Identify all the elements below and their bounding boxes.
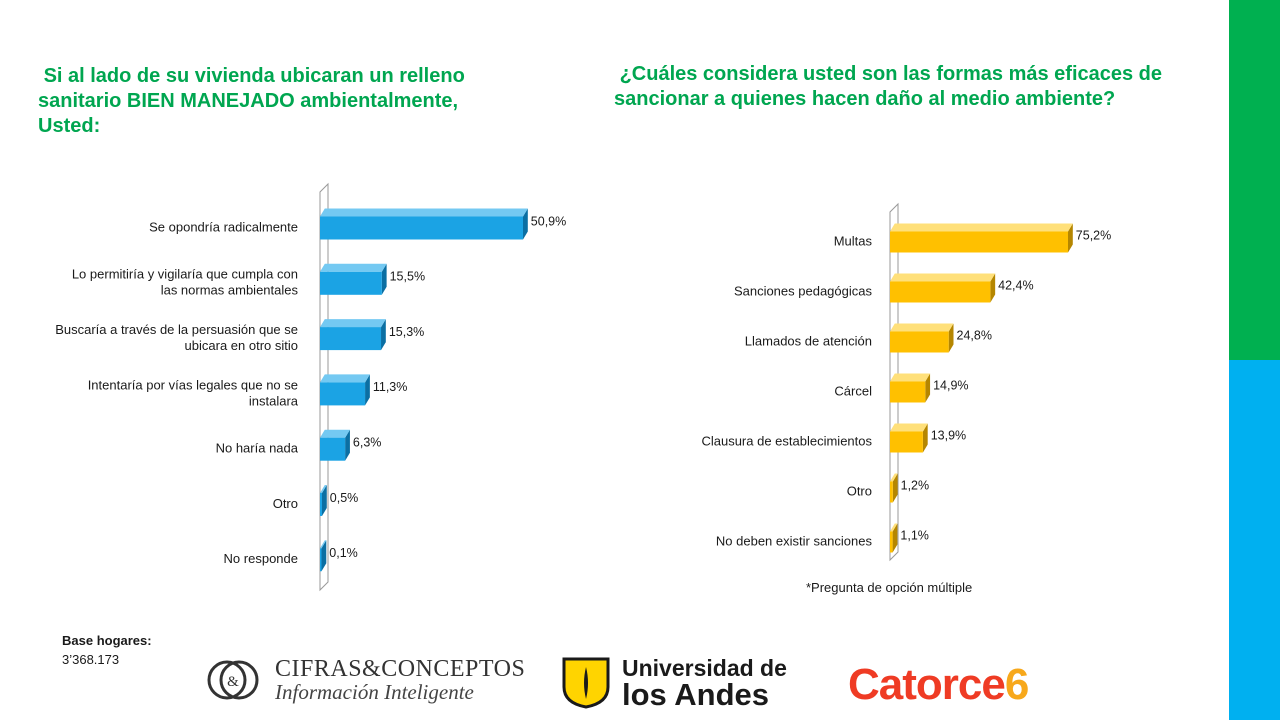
bar bbox=[890, 531, 893, 553]
value-label: 13,9% bbox=[931, 428, 966, 442]
value-label: 1,1% bbox=[900, 528, 929, 542]
catorce-number: 6 bbox=[1004, 660, 1030, 709]
bar-side bbox=[381, 319, 386, 351]
category-label: Multas bbox=[834, 233, 873, 248]
base-value: 3’368.173 bbox=[62, 652, 120, 667]
value-label: 42,4% bbox=[998, 278, 1033, 292]
bar bbox=[890, 331, 949, 353]
bar-top bbox=[890, 473, 898, 482]
bar-top bbox=[320, 208, 528, 217]
bar-side bbox=[321, 540, 327, 572]
bar-side bbox=[990, 273, 996, 303]
category-label: Se opondría radicalmente bbox=[149, 219, 298, 234]
bar-top bbox=[890, 523, 898, 532]
bar-top bbox=[320, 540, 327, 549]
catorce-word: Catorce bbox=[848, 660, 1006, 709]
bar bbox=[890, 481, 893, 503]
bar-top bbox=[320, 429, 350, 438]
bar bbox=[320, 216, 523, 240]
category-label: Clausura de establecimientos bbox=[701, 433, 872, 448]
bar-side bbox=[892, 523, 898, 553]
cifras-conceptos-logo: & CIFRAS&CONCEPTOS Información Inteligen… bbox=[207, 652, 537, 708]
category-label: instalara bbox=[249, 393, 299, 408]
bar-top bbox=[890, 423, 928, 432]
bar bbox=[320, 437, 346, 461]
bar-top bbox=[890, 373, 931, 382]
uniandes-shield-icon bbox=[562, 657, 610, 709]
svg-text:&: & bbox=[227, 674, 239, 690]
value-label: 0,1% bbox=[329, 546, 358, 560]
value-label: 1,2% bbox=[901, 478, 930, 492]
bar-top bbox=[890, 323, 954, 332]
bar-top bbox=[320, 485, 327, 493]
bar bbox=[320, 493, 322, 516]
bar-top bbox=[320, 374, 370, 383]
value-label: 50,9% bbox=[531, 214, 566, 228]
cifras-emblem-icon: & bbox=[207, 660, 259, 700]
bar bbox=[320, 271, 382, 295]
left-chart-title: Si al lado de su vivienda ubicaran un re… bbox=[38, 65, 471, 137]
bar-top bbox=[320, 319, 386, 328]
multiple-choice-note: *Pregunta de opción múltiple bbox=[806, 580, 973, 595]
bar bbox=[890, 431, 923, 453]
cifras-name: CIFRAS&CONCEPTOS bbox=[275, 656, 526, 682]
category-label: las normas ambientales bbox=[161, 283, 299, 298]
base-label: Base hogares: bbox=[62, 633, 152, 648]
value-label: 6,3% bbox=[353, 435, 382, 449]
right-chart-title: ¿Cuáles considera usted son las formas m… bbox=[614, 63, 1168, 110]
bar-side bbox=[948, 323, 954, 353]
right-bar-chart: 75,2% Multas 42,4% Sanciones pedagógicas 24,… bbox=[701, 202, 1111, 562]
bar-side bbox=[345, 429, 350, 461]
category-label: Otro bbox=[847, 483, 872, 498]
category-label: ubicara en otro sitio bbox=[185, 338, 298, 353]
bar-side bbox=[321, 485, 327, 516]
left-bar-chart: 50,9% Se opondría radicalmente 15,5% Lo per… bbox=[55, 182, 566, 592]
bar-side bbox=[381, 263, 387, 295]
base-households: Base hogares: 3’368.173 bbox=[62, 631, 152, 669]
bar-side bbox=[925, 373, 931, 403]
bar bbox=[320, 382, 366, 406]
bar-side bbox=[365, 374, 370, 406]
bar bbox=[320, 548, 322, 572]
bar-side bbox=[523, 208, 528, 240]
category-label: Sanciones pedagógicas bbox=[734, 283, 873, 298]
value-label: 24,8% bbox=[957, 328, 992, 342]
bar bbox=[890, 231, 1068, 253]
bar-top bbox=[890, 223, 1073, 232]
category-label: Lo permitiría y vigilaría que cumpla con bbox=[72, 267, 298, 282]
bar bbox=[890, 281, 991, 303]
category-label: No haría nada bbox=[216, 441, 299, 456]
category-label: No responde bbox=[224, 551, 298, 566]
value-label: 0,5% bbox=[330, 491, 359, 505]
value-label: 15,5% bbox=[390, 270, 425, 284]
bar bbox=[890, 381, 926, 403]
blue-side-strip bbox=[1229, 360, 1280, 720]
catorce6-logo: Catorce6 bbox=[848, 660, 1030, 710]
value-label: 11,3% bbox=[373, 380, 408, 394]
category-label: Otro bbox=[273, 496, 298, 511]
cifras-tagline: Información Inteligente bbox=[275, 680, 474, 704]
bar-top bbox=[320, 263, 387, 272]
category-label: Llamados de atención bbox=[745, 333, 872, 348]
value-label: 14,9% bbox=[933, 378, 968, 392]
value-label: 15,3% bbox=[389, 325, 424, 339]
bar-side bbox=[922, 423, 928, 453]
category-label: Intentaría por vías legales que no se bbox=[88, 377, 298, 392]
category-label: Cárcel bbox=[834, 383, 872, 398]
category-label: No deben existir sanciones bbox=[716, 533, 873, 548]
bar bbox=[320, 327, 382, 351]
uniandes-line2: los Andes bbox=[622, 677, 769, 712]
uniandes-line1: Universidad de bbox=[622, 655, 787, 681]
uniandes-logo: Universidad de los Andes bbox=[562, 655, 822, 712]
bar-top bbox=[890, 273, 996, 282]
bar-side bbox=[892, 473, 898, 503]
bar-side bbox=[1068, 223, 1073, 253]
value-label: 75,2% bbox=[1076, 228, 1111, 242]
green-side-strip bbox=[1229, 0, 1280, 360]
category-label: Buscaría a través de la persuasión que s… bbox=[55, 322, 298, 337]
